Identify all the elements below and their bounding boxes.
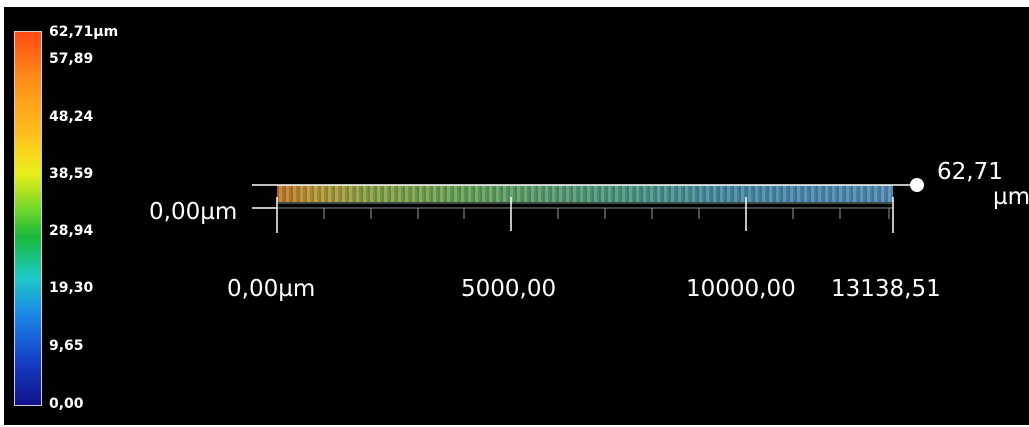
z-max-handle[interactable] bbox=[910, 178, 924, 192]
z-axis-max-unit: µm bbox=[993, 184, 1029, 210]
legend-label: 48,24 bbox=[49, 109, 94, 125]
legend-label: 28,94 bbox=[49, 223, 94, 239]
axis-lines bbox=[252, 178, 924, 233]
legend-label-min: 0,00 bbox=[49, 396, 84, 412]
z-axis-min-label: 0,00µm bbox=[149, 199, 238, 225]
x-tick-label: 5000,00 bbox=[461, 276, 557, 302]
legend-label-max: 62,71µm bbox=[49, 24, 119, 40]
x-tick-label: 13138,51 bbox=[831, 276, 941, 302]
legend-label: 57,89 bbox=[49, 51, 94, 67]
3d-height-view[interactable]: 62,71µm 57,89 48,24 38,59 28,94 19,30 9,… bbox=[4, 7, 1029, 425]
legend-label: 38,59 bbox=[49, 166, 94, 182]
z-axis-max-label: 62,71 bbox=[937, 159, 1003, 185]
x-tick-label: 10000,00 bbox=[686, 276, 796, 302]
x-tick-label: 0,00µm bbox=[227, 276, 316, 302]
surface-side-shadow bbox=[277, 200, 893, 204]
legend-label: 9,65 bbox=[49, 338, 84, 354]
legend-label: 19,30 bbox=[49, 280, 94, 296]
surface-height-map bbox=[277, 185, 893, 202]
color-scale-bar bbox=[14, 31, 42, 406]
